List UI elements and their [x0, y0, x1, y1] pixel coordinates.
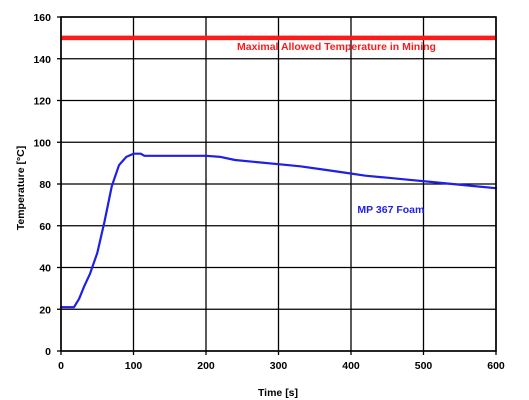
- y-tick-label: 60: [39, 221, 51, 233]
- x-axis-title: Time [s]: [258, 387, 298, 399]
- y-tick-label: 40: [39, 263, 51, 275]
- y-tick-label: 160: [33, 12, 51, 24]
- x-tick-label: 200: [197, 360, 215, 372]
- y-tick-label: 120: [33, 96, 51, 108]
- y-tick-label: 0: [45, 346, 51, 358]
- series-lines: [59, 152, 498, 309]
- x-tick-label: 400: [342, 360, 360, 372]
- x-tick-label: 600: [487, 360, 505, 372]
- x-axis-ticks: 0 100 200 300 400 500 600: [58, 351, 505, 372]
- y-axis-ticks: 0 20 40 60 80 100 120 140 160: [33, 12, 61, 358]
- x-tick-label: 300: [270, 360, 288, 372]
- annotations: Maximal Allowed Temperature in Mining MP …: [237, 41, 436, 216]
- max-temperature-label: Maximal Allowed Temperature in Mining: [237, 41, 436, 53]
- y-tick-label: 140: [33, 54, 51, 66]
- y-tick-label: 20: [39, 304, 51, 316]
- x-tick-label: 500: [415, 360, 433, 372]
- y-axis-title: Temperature [°C]: [15, 146, 27, 231]
- y-tick-label: 80: [39, 179, 51, 191]
- x-tick-label: 100: [125, 360, 143, 372]
- series-line-mp-367-foam: [59, 152, 498, 309]
- series-label-mp-367-foam: MP 367 Foam: [357, 204, 424, 216]
- x-tick-label: 0: [58, 360, 64, 372]
- y-tick-label: 100: [33, 137, 51, 149]
